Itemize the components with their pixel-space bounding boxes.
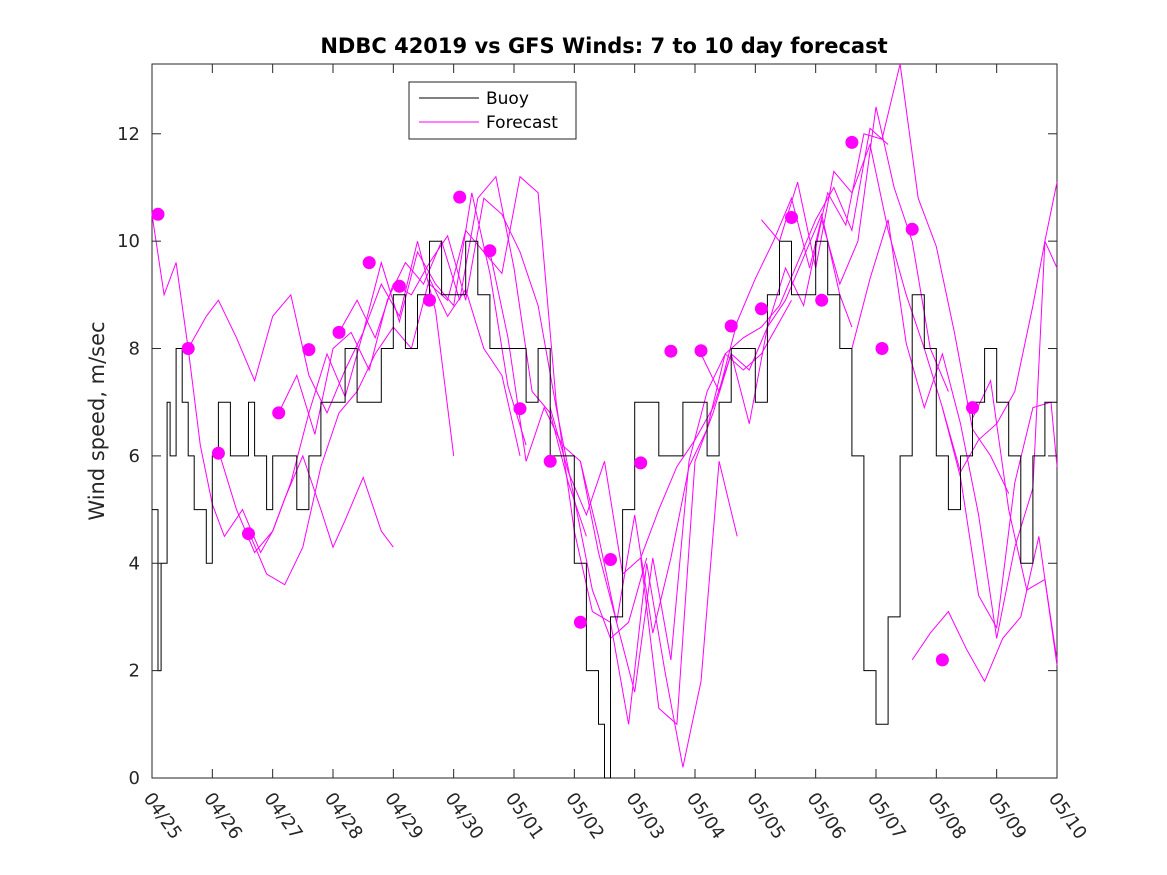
x-tick-label: 04/27 (260, 789, 307, 844)
forecast-line (278, 175, 587, 537)
forecast-marker (332, 325, 346, 339)
forecast-marker (543, 454, 557, 468)
forecast-marker (272, 406, 286, 420)
forecast-marker (513, 402, 527, 416)
forecast-marker (151, 207, 165, 221)
forecast-marker (453, 190, 467, 204)
forecast-marker (905, 222, 919, 236)
y-axis-label: Wind speed, m/sec (85, 321, 109, 520)
forecast-line (972, 378, 1058, 660)
x-tick-label: 05/08 (923, 789, 970, 844)
buoy-line (152, 240, 1058, 779)
x-tick-label: 04/28 (320, 789, 367, 844)
legend-box (408, 81, 577, 140)
forecast-marker (815, 293, 829, 307)
legend-label-buoy: Buoy (486, 89, 529, 109)
forecast-line (761, 142, 1058, 474)
x-tick-label: 04/26 (199, 789, 246, 844)
forecast-line (941, 401, 1058, 630)
x-tick-label: 04/29 (380, 789, 427, 844)
x-tick-label: 05/06 (803, 789, 850, 844)
legend: Buoy Forecast (408, 81, 577, 140)
forecast-marker (664, 344, 678, 358)
x-tick-label: 05/04 (682, 789, 729, 844)
y-tick-label: 6 (129, 446, 140, 467)
forecast-marker (483, 244, 497, 258)
forecast-line (217, 192, 527, 554)
forecast-marker (211, 446, 225, 460)
forecast-line (338, 197, 648, 640)
x-tick-label: 05/07 (863, 789, 910, 844)
forecast-marker (754, 302, 768, 316)
forecast-line (700, 63, 1010, 494)
x-tick-label: 05/01 (501, 789, 548, 844)
y-axis: 0 2 4 6 8 10 12 (117, 124, 1057, 789)
forecast-marker (875, 342, 889, 355)
forecast-line (640, 106, 949, 559)
forecast-line (248, 277, 521, 586)
y-tick-label: 10 (117, 231, 140, 252)
forecast-marker (604, 553, 617, 566)
forecast-marker (302, 343, 316, 357)
forecast-marker (724, 319, 738, 333)
forecast-marker (634, 456, 648, 470)
y-tick-label: 2 (129, 661, 140, 682)
legend-label-forecast: Forecast (486, 113, 558, 133)
chart-title: NDBC 42019 vs GFS Winds: 7 to 10 day for… (320, 34, 887, 58)
forecast-marker (392, 279, 406, 293)
forecast-marker (181, 342, 195, 355)
forecast-line (579, 127, 889, 634)
forecast-marker (362, 256, 376, 270)
forecast-marker (242, 527, 255, 541)
forecast-line (151, 214, 394, 554)
forecast-line (549, 212, 853, 726)
y-tick-label: 0 (129, 768, 140, 789)
y-tick-label: 12 (117, 124, 140, 145)
x-tick-label: 05/02 (561, 789, 608, 844)
forecast-marker (573, 615, 587, 629)
x-tick-label: 04/25 (139, 789, 186, 844)
forecast-markers (151, 135, 979, 667)
y-tick-label: 8 (129, 339, 140, 360)
buoy-series (152, 240, 1058, 779)
forecast-marker (845, 135, 859, 149)
forecast-marker (966, 401, 979, 415)
forecast-marker (694, 344, 708, 358)
plot-area (151, 63, 1058, 779)
x-tick-label: 04/30 (441, 789, 488, 844)
forecast-line (429, 175, 738, 768)
y-tick-label: 4 (129, 553, 140, 574)
x-tick-label: 05/10 (1044, 789, 1091, 844)
forecast-marker (785, 211, 798, 224)
forecast-line (187, 241, 455, 456)
x-tick-label: 05/03 (622, 789, 669, 844)
forecast-marker (423, 293, 436, 307)
forecast-marker (935, 653, 949, 667)
x-tick-label: 05/05 (742, 789, 789, 844)
x-tick-label: 05/09 (984, 789, 1031, 844)
